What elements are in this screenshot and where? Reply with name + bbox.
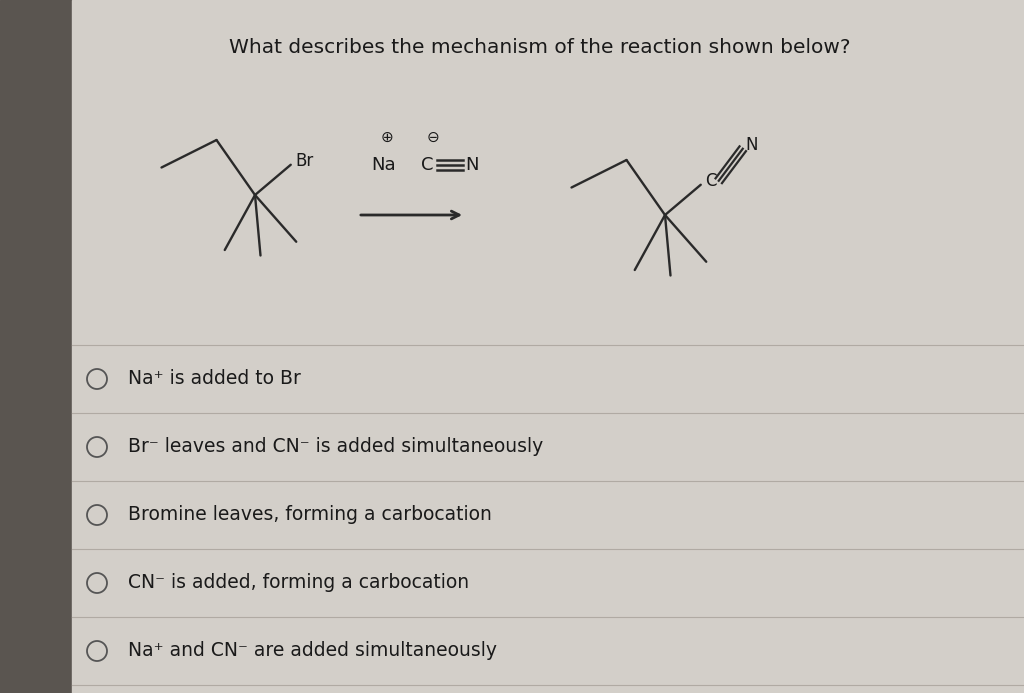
Text: N: N — [465, 156, 478, 174]
Text: Bromine leaves, forming a carbocation: Bromine leaves, forming a carbocation — [128, 505, 492, 525]
Text: Na: Na — [371, 156, 395, 174]
Bar — [0, 0, 72, 693]
Text: N: N — [745, 136, 758, 154]
Text: C: C — [421, 156, 433, 174]
Text: Br⁻ leaves and CN⁻ is added simultaneously: Br⁻ leaves and CN⁻ is added simultaneous… — [128, 437, 544, 457]
Text: Na⁺ is added to Br: Na⁺ is added to Br — [128, 369, 301, 389]
Text: ⊖: ⊖ — [427, 130, 439, 145]
Text: What describes the mechanism of the reaction shown below?: What describes the mechanism of the reac… — [229, 38, 851, 57]
Text: Br: Br — [296, 152, 314, 170]
Text: CN⁻ is added, forming a carbocation: CN⁻ is added, forming a carbocation — [128, 574, 469, 593]
Text: C: C — [705, 172, 716, 190]
Text: Na⁺ and CN⁻ are added simultaneously: Na⁺ and CN⁻ are added simultaneously — [128, 642, 497, 660]
Text: ⊕: ⊕ — [381, 130, 393, 145]
